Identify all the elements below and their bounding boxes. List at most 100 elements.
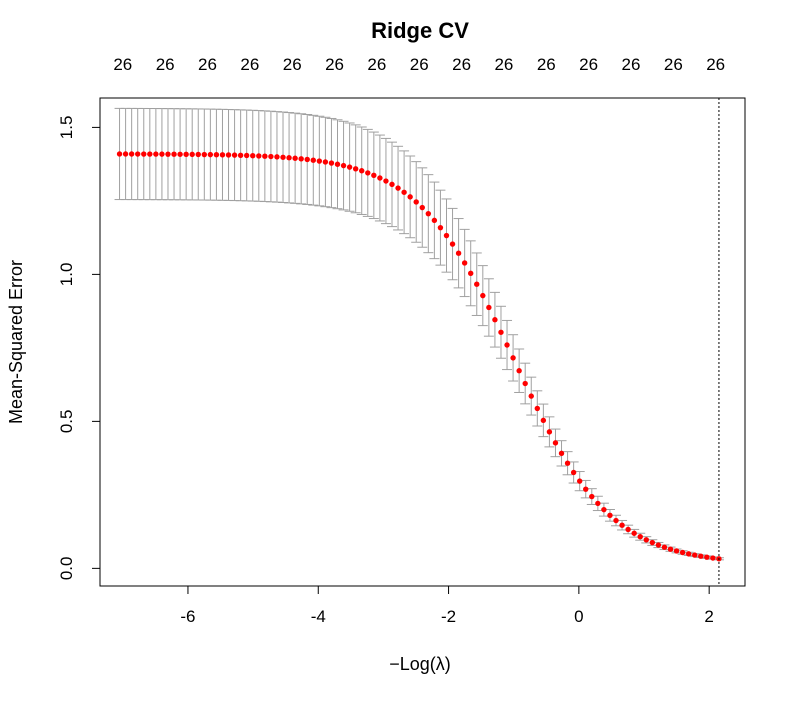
mse-point xyxy=(256,153,262,159)
mse-point xyxy=(116,151,123,157)
mse-point xyxy=(443,232,450,239)
mse-point xyxy=(564,460,571,466)
top-axis: 26 26 26 26 26 26 26 26 26 26 26 26 26 26 26 xyxy=(113,55,725,74)
mse-point xyxy=(304,156,310,163)
mse-point xyxy=(710,555,716,561)
top-tick-label: 26 xyxy=(113,55,132,74)
mse-point xyxy=(655,542,662,548)
mse-point xyxy=(576,478,583,484)
top-tick-label: 26 xyxy=(240,55,259,74)
mse-point xyxy=(631,530,637,536)
top-tick-label: 26 xyxy=(494,55,513,74)
mse-point xyxy=(262,153,268,159)
y-tick-label: 1.5 xyxy=(57,116,76,140)
top-tick-label: 26 xyxy=(198,55,217,74)
x-tick-label: 0 xyxy=(574,607,583,626)
y-tick-label: 1.0 xyxy=(57,263,76,287)
mse-point xyxy=(486,304,492,311)
y-axis: 0.0 0.5 1.0 1.5 xyxy=(57,116,101,580)
top-tick-label: 26 xyxy=(283,55,302,74)
y-axis-label: Mean-Squared Error xyxy=(6,260,26,424)
mse-point xyxy=(522,380,528,387)
mse-point xyxy=(455,250,462,256)
mse-point xyxy=(607,512,613,519)
mse-point xyxy=(504,342,510,348)
mse-point xyxy=(570,469,577,476)
mse-point xyxy=(153,151,159,157)
x-axis-label: −Log(λ) xyxy=(389,654,451,674)
top-tick-label: 26 xyxy=(664,55,683,74)
top-tick-label: 26 xyxy=(325,55,344,74)
mse-point xyxy=(207,151,214,158)
mse-point xyxy=(583,486,589,492)
top-tick-label: 26 xyxy=(452,55,471,74)
mse-point xyxy=(625,526,631,533)
top-tick-label: 26 xyxy=(410,55,429,74)
mse-point xyxy=(474,281,480,287)
mse-point xyxy=(225,152,232,158)
mse-point xyxy=(661,544,668,550)
mse-point xyxy=(195,151,201,158)
mse-point xyxy=(492,317,498,323)
mse-point xyxy=(122,151,129,157)
mse-point xyxy=(268,153,274,160)
mse-point xyxy=(407,194,413,200)
mse-point xyxy=(401,189,407,195)
mse-point xyxy=(637,534,643,540)
mse-point xyxy=(171,151,177,157)
mse-point xyxy=(371,172,377,179)
mse-point xyxy=(558,450,565,457)
mse-point xyxy=(310,157,316,163)
mse-point xyxy=(334,161,341,167)
mse-point xyxy=(274,154,280,160)
mse-point xyxy=(552,440,559,446)
mse-point xyxy=(649,539,656,546)
mse-point xyxy=(141,151,147,157)
mse-point xyxy=(673,548,680,554)
mse-point xyxy=(219,152,226,158)
mse-point xyxy=(685,551,692,557)
mse-point xyxy=(437,224,444,231)
mse-point xyxy=(528,393,534,399)
mse-point xyxy=(480,292,486,299)
mse-point xyxy=(431,217,438,224)
mse-point xyxy=(595,500,601,507)
top-tick-label: 26 xyxy=(706,55,725,74)
mse-point xyxy=(613,517,619,524)
mse-point xyxy=(704,554,710,560)
mse-point xyxy=(546,429,553,435)
mse-point xyxy=(237,152,244,158)
mse-point xyxy=(165,151,171,157)
mse-point xyxy=(213,152,220,158)
mse-point xyxy=(231,152,238,158)
mse-point xyxy=(359,168,365,174)
mse-point xyxy=(643,537,649,543)
x-tick-label: -6 xyxy=(180,607,195,626)
mse-point xyxy=(383,178,389,184)
mse-point xyxy=(667,546,674,552)
mse-point xyxy=(449,241,456,247)
chart-title: Ridge CV xyxy=(371,18,469,43)
mse-point xyxy=(601,506,607,513)
mse-point xyxy=(395,185,401,191)
mse-point xyxy=(698,553,704,559)
mse-point xyxy=(128,151,135,157)
mse-point xyxy=(516,368,522,374)
mse-point xyxy=(250,152,256,159)
mse-point xyxy=(286,155,292,161)
mse-point xyxy=(540,417,547,424)
y-tick-label: 0.5 xyxy=(57,410,76,434)
top-tick-label: 26 xyxy=(622,55,641,74)
mse-point xyxy=(316,158,323,164)
mse-point xyxy=(679,549,686,556)
top-tick-label: 26 xyxy=(156,55,175,74)
mse-point xyxy=(189,151,195,158)
mse-point xyxy=(352,166,359,172)
mse-point xyxy=(177,151,183,157)
mse-point xyxy=(510,355,516,361)
mse-point xyxy=(201,151,208,158)
mse-point xyxy=(498,329,504,335)
top-tick-label: 26 xyxy=(367,55,386,74)
mse-point xyxy=(135,151,141,157)
